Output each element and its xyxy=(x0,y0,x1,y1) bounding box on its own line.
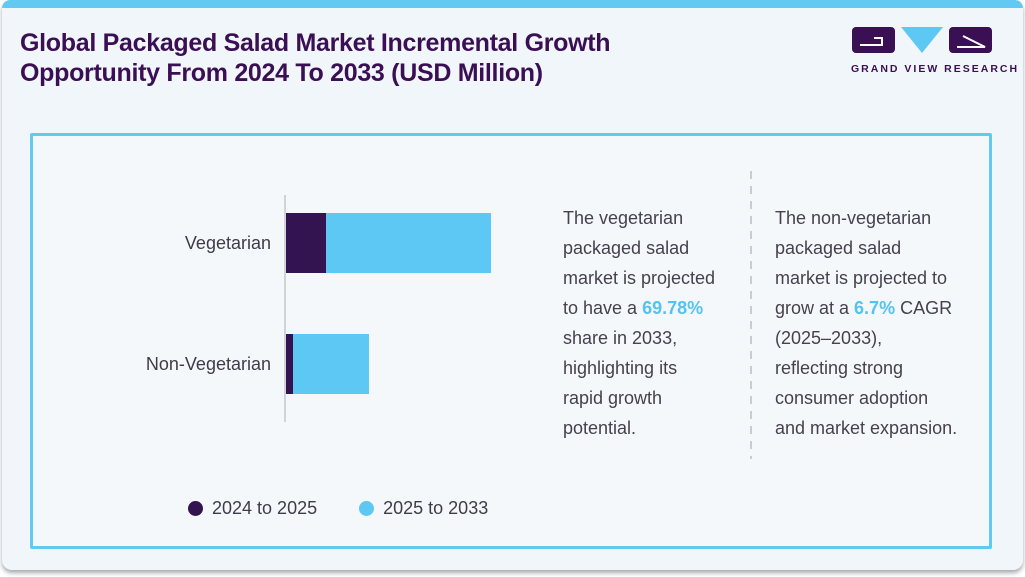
header: Global Packaged Salad Market Incremental… xyxy=(2,8,1023,118)
legend-item-2024-2025: 2024 to 2025 xyxy=(188,498,317,519)
insight-vegetarian-text: The vegetarian packaged salad market is pr… xyxy=(563,208,716,438)
bar-row-vegetarian: Vegetarian xyxy=(33,213,491,273)
legend-label-2025-2033: 2025 to 2033 xyxy=(383,498,489,518)
gvr-logo: GRAND VIEW RESEARCH xyxy=(851,26,1020,75)
top-accent-bar xyxy=(2,0,1023,8)
dashed-divider xyxy=(750,171,752,459)
bar-row-non-vegetarian: Non-Vegetarian xyxy=(33,334,369,394)
chart-legend: 2024 to 2025 2025 to 2033 xyxy=(188,498,488,519)
legend-dot-2024-2025-icon xyxy=(188,501,203,516)
legend-dot-2025-2033-icon xyxy=(359,501,375,516)
bar-segment-vegetarian-2024-2025 xyxy=(286,213,326,273)
legend-item-2025-2033: 2025 to 2033 xyxy=(359,498,488,519)
bar-track-non-vegetarian xyxy=(286,334,369,394)
page-title: Global Packaged Salad Market Incremental… xyxy=(20,28,611,88)
bar-segment-non-vegetarian-2024-2025 xyxy=(286,334,293,394)
page-title-line2: Opportunity From 2024 To 2033 (USD Milli… xyxy=(20,59,543,87)
category-label-vegetarian: Vegetarian xyxy=(184,233,271,253)
insight-non-vegetarian-text: The non-vegetarian packaged salad market i… xyxy=(775,208,958,438)
bar-segment-vegetarian-2025-2033 xyxy=(326,213,491,273)
gvr-logo-icon xyxy=(852,27,992,53)
brand-name: GRAND VIEW RESEARCH xyxy=(851,63,1020,75)
legend-label-2024-2025: 2024 to 2025 xyxy=(212,498,318,518)
y-axis-line xyxy=(284,195,286,422)
bar-track-vegetarian xyxy=(286,213,491,273)
chart-card: Vegetarian Non-Vegetarian 2024 to 2025 2… xyxy=(30,133,992,549)
page-title-line1: Global Packaged Salad Market Incremental… xyxy=(20,29,611,57)
bar-segment-non-vegetarian-2025-2033 xyxy=(293,334,369,394)
category-label-non-vegetarian: Non-Vegetarian xyxy=(145,354,271,374)
